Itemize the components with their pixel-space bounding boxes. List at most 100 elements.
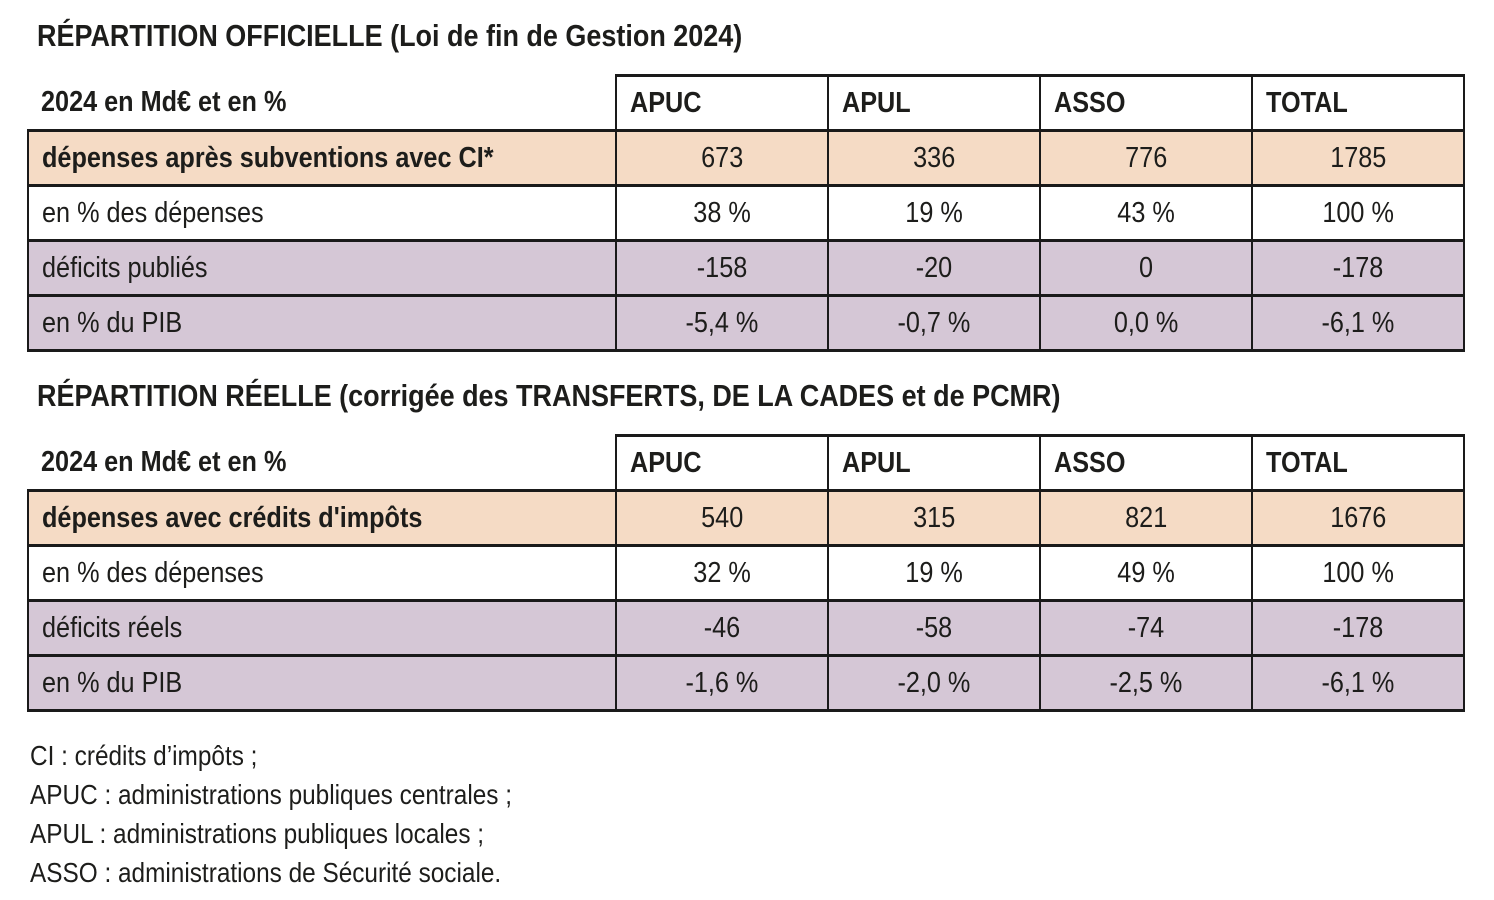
value-text: -178	[1332, 251, 1384, 284]
table-row: déficits publiés -158 -20 0 -178	[27, 239, 1465, 297]
value-text: -1,6 %	[685, 666, 759, 699]
value-cell: -158	[615, 239, 829, 297]
value-text: -0,7 %	[897, 306, 971, 339]
table-row: en % du PIB -5,4 % -0,7 % 0,0 % -6,1 %	[27, 294, 1465, 352]
value-cell: -20	[827, 239, 1041, 297]
value-cell: 1676	[1251, 489, 1465, 547]
table1-title-text: RÉPARTITION OFFICIELLE (Loi de fin de Ge…	[37, 18, 743, 53]
value-cell: -58	[827, 599, 1041, 657]
value-cell: -0,7 %	[827, 294, 1041, 352]
value-cell: 49 %	[1039, 544, 1253, 602]
row-label: en % du PIB	[27, 294, 617, 352]
value-text: -178	[1332, 611, 1384, 644]
row-label: en % des dépenses	[27, 544, 617, 602]
value-text: 776	[1124, 141, 1168, 174]
value-text: 19 %	[905, 196, 963, 229]
value-text: -74	[1127, 611, 1165, 644]
value-cell: 821	[1039, 489, 1253, 547]
corner-label: 2024 en Md€ et en %	[28, 75, 616, 131]
column-header-total: TOTAL	[1251, 434, 1465, 492]
row-label-text: en % des dépenses	[42, 556, 264, 589]
table-row: en % des dépenses 32 % 19 % 49 % 100 %	[27, 544, 1465, 602]
value-cell: -46	[615, 599, 829, 657]
table1-title: RÉPARTITION OFFICIELLE (Loi de fin de Ge…	[37, 18, 1467, 54]
value-cell: 0,0 %	[1039, 294, 1253, 352]
row-label-text: déficits publiés	[42, 251, 208, 284]
value-text: -2,0 %	[897, 666, 971, 699]
official-table: 2024 en Md€ et en % APUC APUL ASSO TOTAL…	[27, 74, 1465, 352]
footnote-line: APUL : administrations publiques locales…	[30, 814, 1467, 853]
value-cell: 19 %	[827, 544, 1041, 602]
column-header-text: TOTAL	[1266, 446, 1348, 479]
column-header-text: APUL	[842, 86, 911, 119]
value-cell: -5,4 %	[615, 294, 829, 352]
value-text: -2,5 %	[1109, 666, 1183, 699]
value-cell: -2,0 %	[827, 654, 1041, 712]
value-text: -20	[915, 251, 953, 284]
corner-label-text: 2024 en Md€ et en %	[41, 445, 287, 478]
value-text: 0	[1138, 251, 1154, 284]
value-text: 100 %	[1322, 196, 1394, 229]
value-text: 43 %	[1117, 196, 1175, 229]
row-label-text: déficits réels	[42, 611, 183, 644]
row-label-text: en % des dépenses	[42, 196, 264, 229]
row-label: déficits publiés	[27, 239, 617, 297]
row-label: déficits réels	[27, 599, 617, 657]
row-label-text: en % du PIB	[42, 306, 183, 339]
value-cell: 43 %	[1039, 184, 1253, 242]
value-text: 1676	[1329, 501, 1387, 534]
table2-title: RÉPARTITION RÉELLE (corrigée des TRANSFE…	[37, 378, 1467, 414]
value-text: 1785	[1329, 141, 1387, 174]
row-label: dépenses avec crédits d'impôts	[27, 489, 617, 547]
corner-label-text: 2024 en Md€ et en %	[41, 85, 287, 118]
column-header-apul: APUL	[827, 434, 1041, 492]
column-header-text: ASSO	[1054, 446, 1126, 479]
value-text: 49 %	[1117, 556, 1175, 589]
value-text: 19 %	[905, 556, 963, 589]
column-header-text: APUC	[630, 86, 702, 119]
value-cell: 673	[615, 129, 829, 187]
footnote-line: ASSO : administrations de Sécurité socia…	[30, 853, 1467, 892]
column-header-asso: ASSO	[1039, 74, 1253, 132]
value-text: 0,0 %	[1113, 306, 1179, 339]
value-text: -6,1 %	[1321, 306, 1395, 339]
value-cell: 315	[827, 489, 1041, 547]
value-text: 315	[912, 501, 956, 534]
table-row: en % des dépenses 38 % 19 % 43 % 100 %	[27, 184, 1465, 242]
value-cell: -6,1 %	[1251, 294, 1465, 352]
column-header-apuc: APUC	[615, 74, 829, 132]
footnote-text: ASSO : administrations de Sécurité socia…	[30, 857, 502, 888]
column-header-total: TOTAL	[1251, 74, 1465, 132]
table-row: déficits réels -46 -58 -74 -178	[27, 599, 1465, 657]
column-header-asso: ASSO	[1039, 434, 1253, 492]
row-label-text: dépenses après subventions avec CI*	[42, 141, 494, 174]
value-cell: 776	[1039, 129, 1253, 187]
corner-label: 2024 en Md€ et en %	[28, 435, 616, 491]
value-cell: 38 %	[615, 184, 829, 242]
row-label: en % du PIB	[27, 654, 617, 712]
value-cell: -178	[1251, 599, 1465, 657]
column-header-text: APUL	[842, 446, 911, 479]
footnote-line: CI : crédits d’impôts ;	[30, 736, 1467, 775]
value-cell: 100 %	[1251, 184, 1465, 242]
value-text: 540	[700, 501, 744, 534]
footnote-text: CI : crédits d’impôts ;	[30, 740, 258, 771]
value-cell: 19 %	[827, 184, 1041, 242]
value-cell: 0	[1039, 239, 1253, 297]
value-cell: 32 %	[615, 544, 829, 602]
column-header-text: TOTAL	[1266, 86, 1348, 119]
table-row: dépenses après subventions avec CI* 673 …	[27, 129, 1465, 187]
value-text: -58	[915, 611, 953, 644]
value-cell: -178	[1251, 239, 1465, 297]
table-row: dépenses avec crédits d'impôts 540 315 8…	[27, 489, 1465, 547]
footnote-text: APUC : administrations publiques central…	[30, 779, 513, 810]
column-header-apul: APUL	[827, 74, 1041, 132]
value-cell: 540	[615, 489, 829, 547]
value-cell: 1785	[1251, 129, 1465, 187]
value-text: 32 %	[693, 556, 751, 589]
value-text: -46	[703, 611, 741, 644]
value-text: 673	[700, 141, 744, 174]
value-cell: -74	[1039, 599, 1253, 657]
footnote-text: APUL : administrations publiques locales…	[30, 818, 485, 849]
